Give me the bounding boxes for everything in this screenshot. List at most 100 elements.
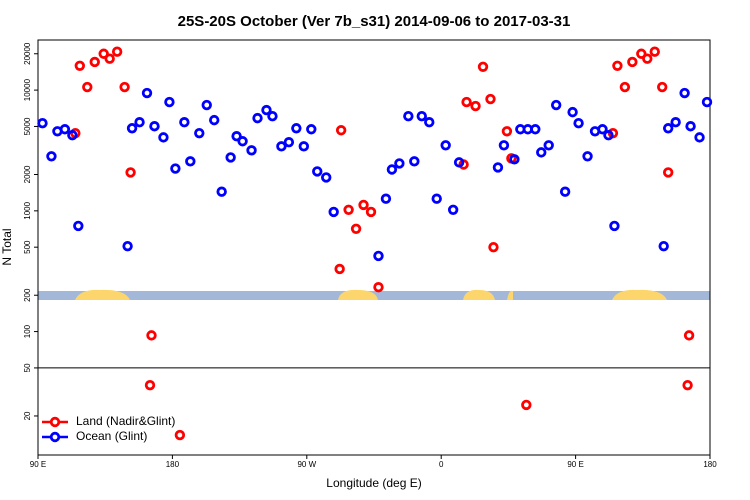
legend-marker (49, 431, 61, 443)
data-point (46, 151, 57, 162)
data-point (179, 117, 190, 128)
y-axis-label: N Total (0, 228, 14, 265)
data-point (409, 156, 420, 167)
surface-band (38, 289, 710, 300)
data-point (559, 186, 571, 197)
data-point (73, 220, 84, 232)
data-point (335, 125, 347, 136)
data-point (158, 132, 169, 143)
data-point (403, 110, 414, 122)
data-point (174, 429, 186, 441)
data-point (662, 167, 674, 178)
data-point (461, 96, 472, 108)
data-point (216, 186, 227, 197)
data-point (477, 61, 489, 72)
data-point (424, 117, 435, 128)
data-point (104, 53, 115, 64)
data-point (231, 131, 242, 142)
y-tick-label: 50 (23, 363, 32, 372)
data-point (67, 130, 78, 141)
data-point (125, 167, 136, 178)
data-point (126, 123, 138, 134)
data-point (134, 117, 145, 128)
data-point (492, 162, 504, 173)
data-point (603, 130, 614, 141)
y-tick-label: 500 (23, 240, 32, 254)
chart-title: 25S-20S October (Ver 7b_s31) 2014-09-06 … (178, 13, 571, 30)
data-point (658, 240, 669, 252)
data-point (201, 99, 212, 111)
data-point (521, 399, 532, 411)
data-point (267, 110, 278, 122)
data-point (627, 56, 638, 68)
data-point (334, 263, 345, 275)
data-point (312, 166, 323, 177)
data-point (619, 81, 631, 93)
data-point (380, 193, 392, 204)
y-tick-label: 100 (23, 324, 32, 338)
data-point (122, 240, 133, 252)
data-point (679, 87, 690, 99)
data-point (536, 147, 547, 158)
data-point (321, 172, 332, 183)
data-point (89, 56, 100, 68)
data-point (146, 330, 157, 341)
data-point (209, 114, 220, 126)
legend-marker (49, 416, 61, 428)
x-tick-label: 180 (166, 460, 180, 469)
x-tick-label: 180 (703, 460, 717, 469)
data-point (670, 117, 681, 128)
data-point (662, 123, 674, 134)
data-point (642, 53, 653, 64)
data-point (276, 141, 287, 152)
data-point (350, 223, 362, 234)
data-point (685, 121, 696, 132)
data-point (373, 250, 384, 262)
data-point (149, 121, 160, 132)
x-tick-label: 90 E (567, 460, 583, 469)
data-point (373, 282, 384, 293)
data-point (291, 123, 302, 134)
data-point (358, 199, 369, 211)
data-point (119, 81, 130, 93)
data-point (111, 46, 123, 57)
data-point (636, 48, 647, 59)
data-point (509, 154, 520, 165)
data-point (82, 81, 93, 93)
data-point (488, 241, 499, 253)
data-point (416, 110, 427, 122)
y-tick-label: 200 (23, 288, 32, 302)
data-point (306, 124, 317, 135)
data-point (185, 156, 196, 167)
data-point (501, 126, 513, 137)
data-point (37, 117, 48, 129)
data-point (612, 60, 623, 71)
data-point (701, 96, 713, 108)
data-point (328, 206, 339, 218)
data-point (98, 48, 109, 59)
data-point (440, 140, 451, 151)
y-tick-label: 20000 (23, 42, 32, 65)
data-point (237, 136, 248, 147)
data-point (470, 100, 481, 112)
data-point (597, 124, 608, 135)
data-point (386, 164, 398, 175)
y-tick-label: 20 (23, 411, 32, 420)
y-tick-label: 2000 (23, 165, 32, 183)
x-axis-label: Longitude (deg E) (326, 476, 421, 490)
data-point (225, 152, 236, 163)
data-point (59, 124, 71, 135)
data-point (365, 206, 377, 218)
data-point (144, 379, 156, 391)
x-tick-label: 90 W (297, 460, 316, 469)
data-point (431, 193, 442, 204)
data-point (170, 163, 181, 174)
plot-frame (37, 39, 711, 456)
data-point (657, 81, 668, 93)
data-point (694, 132, 705, 143)
data-point (609, 220, 620, 232)
data-point (283, 137, 295, 148)
x-tick-label: 0 (439, 460, 444, 469)
data-point (343, 204, 354, 215)
